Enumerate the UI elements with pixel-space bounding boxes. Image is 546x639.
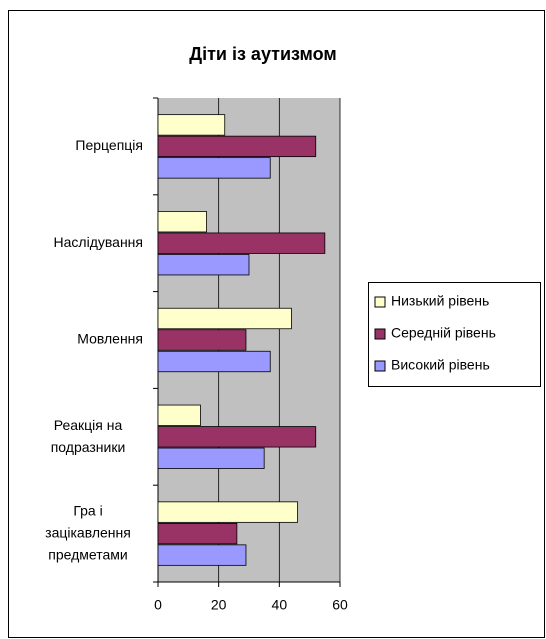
bar [157, 307, 292, 330]
chart-title: Діти із аутизмом [189, 44, 336, 64]
bar [157, 114, 226, 136]
legend-label: Високий рівень [391, 357, 490, 373]
legend-swatch [374, 296, 386, 308]
bar [157, 522, 238, 545]
y-tick-label: Перцепція [75, 137, 143, 153]
y-tick-label: Мовлення [77, 331, 143, 347]
bar [157, 211, 207, 233]
bar [157, 350, 271, 373]
bar [157, 232, 326, 254]
x-tick-label: 0 [154, 597, 162, 613]
x-tick-label: 20 [211, 597, 227, 613]
legend-swatch [374, 360, 386, 372]
bar [157, 135, 317, 158]
legend-box [368, 282, 541, 387]
legend-label: Середній рівень [391, 325, 496, 341]
x-tick-label: 60 [332, 597, 348, 613]
bar [157, 426, 317, 448]
x-tick-label: 40 [272, 597, 288, 613]
bar [157, 544, 247, 566]
legend-label: Низький рівень [391, 293, 489, 309]
legend-swatch [374, 328, 386, 340]
bar [157, 501, 298, 523]
bar [157, 254, 250, 276]
bar [157, 329, 247, 351]
bar [157, 404, 201, 426]
y-tick-label: Наслідування [54, 234, 143, 250]
y-tick-label: Реакція на подразники [51, 417, 126, 455]
y-tick-label: Гра і зацікавлення предметами [45, 502, 131, 562]
bar [157, 447, 265, 469]
bar [157, 157, 271, 179]
